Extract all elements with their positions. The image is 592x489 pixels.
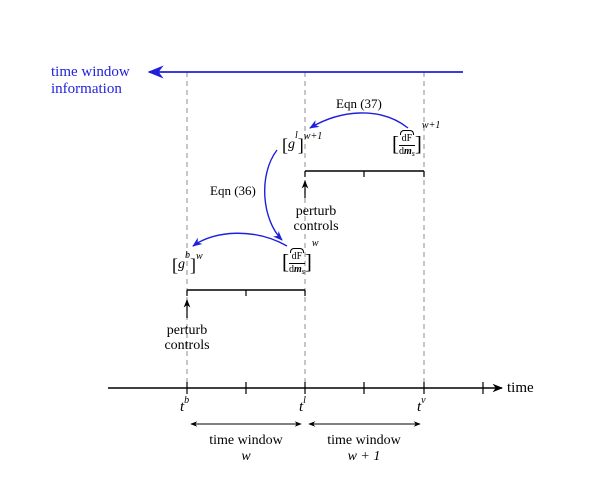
g-l-exp: w+1: [303, 131, 323, 142]
g-b-exp: w: [196, 251, 203, 262]
tick-label-tv-base: t: [417, 399, 422, 415]
window-w1-label-line2: w + 1: [347, 449, 381, 464]
dfdm-w-num-text: dF: [291, 251, 303, 262]
tick-label-tb: tb: [180, 396, 189, 415]
dfdm-w1-expression: [dF dms]w+1: [392, 121, 440, 158]
window-w1-label-line1: time window: [327, 433, 401, 448]
info-label-line2: information: [51, 81, 122, 97]
g-b-base: g: [178, 257, 185, 273]
g-b-sub: b: [185, 250, 190, 261]
hat-mark: [400, 130, 414, 135]
eqn37-curve: [309, 112, 409, 129]
tick-label-tb-base: t: [180, 399, 185, 415]
dfdm-w1-num-text: dF: [401, 133, 413, 144]
dfdm-w-expression: [dF dms]w: [282, 239, 319, 276]
window-w1-label: time window w + 1: [314, 433, 414, 465]
dfdm-w-denominator: dms: [289, 264, 305, 276]
g-l-sub: l: [295, 130, 298, 141]
window-w-label-line1: time window: [209, 433, 283, 448]
bracket-left: [: [282, 135, 288, 155]
eqn36-label: Eqn (36): [210, 183, 256, 198]
dfdm-w-exp: w: [311, 238, 319, 249]
tick-label-tl-base: t: [299, 399, 304, 415]
window-w-label: time window w: [196, 433, 296, 465]
tick-label-tv-sup: v: [421, 395, 426, 406]
lower-blue-curve: [192, 232, 288, 247]
tick-label-tb-sup: b: [184, 395, 190, 406]
window-w-label-line2: w: [241, 449, 251, 464]
perturb-label-w1: perturb controls: [286, 204, 346, 234]
den-m: m: [404, 146, 412, 157]
perturb-label-w: perturb controls: [157, 323, 217, 353]
den-d: d: [399, 146, 404, 157]
dfdm-w1-denominator: dms: [399, 146, 415, 158]
g-b-w-expression: [gb]w: [172, 251, 203, 275]
eqn37-label: Eqn (37): [336, 96, 382, 111]
eqn36-curve: [263, 149, 283, 241]
perturb-label-w-line2: controls: [164, 338, 210, 353]
den-s: s: [411, 149, 415, 158]
bracket-right: ]: [190, 255, 196, 275]
perturb-label-w1-line1: perturb: [295, 204, 337, 219]
dfdm-w1-exp: w+1: [421, 120, 441, 131]
den-m: m: [294, 264, 302, 275]
info-label-line1: time window: [51, 64, 130, 80]
bracket-right: ]: [414, 131, 422, 156]
bracket-left: [: [282, 249, 289, 274]
perturb-label-w1-line2: controls: [293, 219, 339, 234]
dfdm-w-fraction: dF dms: [289, 248, 305, 276]
bracket-right: ]: [297, 135, 304, 155]
bracket-right: ]: [304, 249, 312, 274]
bracket-left: [: [172, 255, 178, 275]
hat-mark: [290, 248, 304, 253]
g-l-base: g: [288, 137, 295, 153]
axis-label-time: time: [507, 380, 534, 396]
tick-label-tl-sup: l: [303, 395, 306, 406]
bracket-left: [: [392, 131, 399, 156]
den-s: s: [301, 267, 305, 276]
g-l-w1-expression: [gl]w+1: [282, 131, 322, 155]
tick-label-tl: tl: [299, 396, 306, 415]
dfdm-w1-fraction: dF dms: [399, 130, 415, 158]
tick-label-tv: tv: [417, 396, 426, 415]
perturb-label-w-line1: perturb: [166, 323, 208, 338]
dfdm-w-numerator: dF: [289, 252, 305, 264]
dfdm-w1-numerator: dF: [399, 134, 415, 146]
den-d: d: [289, 264, 294, 275]
